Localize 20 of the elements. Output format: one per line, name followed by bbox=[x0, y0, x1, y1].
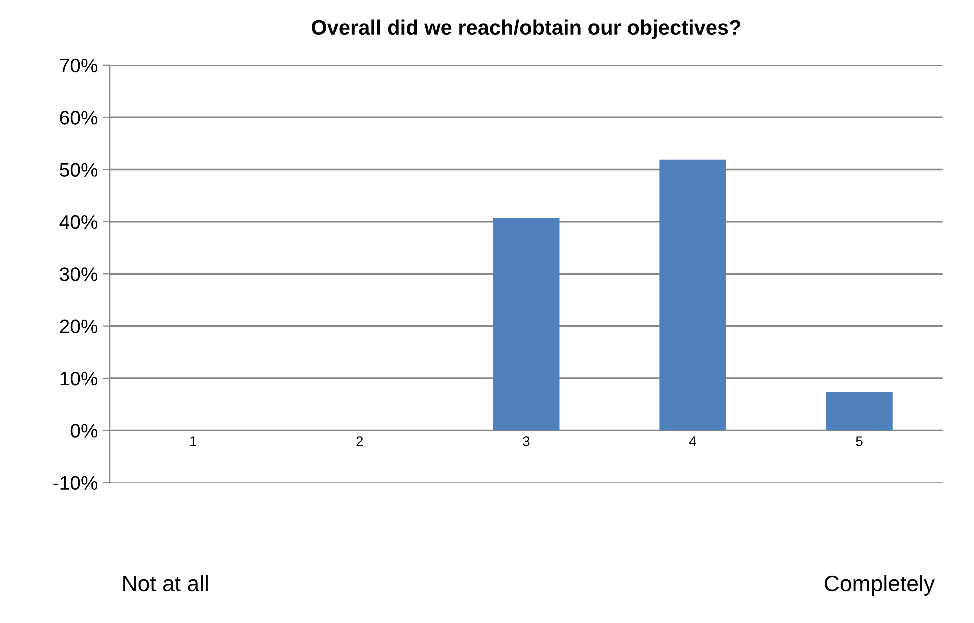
y-tick-label: 50% bbox=[60, 163, 98, 178]
x-tick-label: 5 bbox=[856, 436, 863, 446]
y-tick-label: 20% bbox=[60, 320, 98, 334]
y-tick-label: 70% bbox=[60, 58, 98, 73]
y-tick-label: 40% bbox=[60, 215, 98, 230]
bar bbox=[660, 160, 726, 431]
chart-title: Overall did we reach/obtain our objectives? bbox=[312, 20, 741, 40]
y-tick-label: 30% bbox=[60, 268, 98, 282]
x-tick-label: 2 bbox=[356, 436, 364, 446]
y-tick-label: -10% bbox=[54, 476, 98, 490]
x-tick-label: 1 bbox=[190, 436, 197, 446]
y-tick-label: 0% bbox=[70, 424, 98, 438]
text: Not at all bbox=[124, 575, 208, 592]
y-tick-label: 60% bbox=[60, 111, 98, 125]
y-tick-label: 10% bbox=[60, 372, 98, 386]
x-tick-label: 3 bbox=[523, 436, 530, 446]
x-tick-label: 4 bbox=[689, 436, 696, 446]
bar bbox=[493, 218, 560, 431]
bar bbox=[826, 392, 893, 431]
text: Completely bbox=[825, 575, 936, 596]
